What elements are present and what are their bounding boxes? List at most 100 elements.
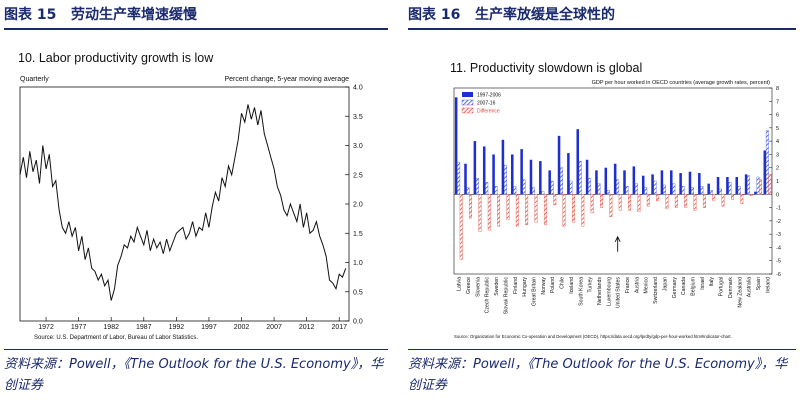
bar-difference: [749, 194, 753, 196]
bar-y-tick-label: 6: [776, 113, 779, 119]
bar-2007-16: [522, 179, 526, 195]
bar-1997-2006: [557, 135, 561, 195]
exhibit-15-source-rule: [4, 349, 388, 350]
line-x-tick-label: 1982: [103, 324, 119, 331]
bar-2007-16: [634, 183, 638, 195]
bar-category-label: Switzerland: [653, 277, 659, 304]
bar-difference: [618, 194, 622, 211]
bar-2007-16: [457, 162, 461, 195]
bar-2007-16: [569, 180, 573, 195]
oecd-productivity-chart: 11. Productivity slowdown is global GDP …: [450, 61, 781, 339]
bar-difference: [534, 194, 538, 223]
bar-chart-source: Source: Organization for Economic Co-ope…: [454, 334, 732, 339]
united-states-arrow-marker: [614, 235, 621, 252]
exhibit-15-rule: [4, 28, 388, 30]
bar-1997-2006: [641, 175, 645, 195]
bar-difference: [740, 194, 744, 204]
bar-category-label: Norway: [541, 277, 547, 295]
exhibit-16-title: 生产率放缓是全球性的: [474, 7, 615, 23]
bar-category-label: Slovenia: [475, 277, 481, 297]
bar-category-label: Poland: [550, 277, 556, 293]
bar-difference: [515, 194, 519, 227]
bar-1997-2006: [698, 173, 701, 195]
bar-difference: [684, 194, 688, 208]
bar-difference: [646, 194, 650, 207]
line-x-tick-label: 2012: [299, 324, 315, 331]
bar-1997-2006: [660, 170, 664, 195]
bar-y-tick-label: 7: [776, 99, 779, 105]
line-y-tick-label: 1.5: [353, 231, 363, 238]
bar-2007-16: [709, 190, 713, 195]
bar-2007-16: [691, 187, 694, 195]
bar-difference: [637, 194, 641, 212]
bar-y-tick-label: -2: [776, 219, 781, 225]
bar-y-tick-label: -1: [776, 206, 781, 212]
line-y-tick-label: 4.0: [353, 85, 363, 92]
bar-category-label: Greece: [466, 277, 472, 294]
bar-difference: [469, 194, 472, 219]
line-y-tick-label: 0.5: [353, 289, 363, 296]
bar-category-label: Ireland: [765, 277, 771, 293]
bar-category-label: Belgium: [691, 277, 697, 296]
bar-2007-16: [663, 184, 666, 195]
bar-y-tick-label: 5: [776, 126, 779, 132]
bar-2007-16: [550, 180, 554, 195]
bar-difference: [525, 194, 529, 226]
bar-y-tick-label: -5: [776, 259, 781, 265]
bar-1997-2006: [613, 163, 617, 195]
line-y-tick-label: 2.5: [353, 172, 363, 179]
bar-y-tick-label: 0: [776, 192, 779, 198]
bar-2007-16: [728, 182, 732, 195]
bar-1997-2006: [679, 173, 682, 195]
bar-2007-16: [747, 175, 751, 195]
line-y-tick-label: 3.5: [353, 114, 363, 121]
bar-1997-2006: [726, 177, 729, 195]
exhibit-15-source-note: 资料来源：Powell，《The Outlook for the U.S. Ec…: [4, 357, 384, 393]
bar-category-label: New Zealand: [737, 277, 743, 308]
bar-1997-2006: [670, 170, 673, 195]
bar-1997-2006: [632, 166, 636, 195]
bar-category-label: Mexico: [644, 277, 650, 294]
bar-2007-16: [681, 186, 685, 195]
bar-1997-2006: [585, 159, 589, 195]
line-x-tick-label: 1972: [38, 324, 54, 331]
bar-difference: [721, 194, 725, 207]
bar-difference: [590, 194, 594, 214]
exhibit-16-panel: 图表 16 生产率放缓是全球性的 11. Productivity slowdo…: [404, 0, 800, 407]
bar-1997-2006: [595, 170, 598, 195]
bar-category-label: Austria: [634, 277, 640, 293]
bar-2007-16: [756, 176, 760, 195]
bar-2007-16: [588, 178, 592, 195]
bar-2007-16: [700, 186, 704, 195]
exhibit-16-rule: [408, 28, 796, 30]
bar-2007-16: [475, 178, 479, 195]
exhibit-15-heading: 图表 15 劳动生产率增速缓慢: [4, 4, 197, 24]
labor-productivity-chart: 10. Labor productivity growth is low Qua…: [18, 51, 363, 341]
line-x-tick-label: 2017: [331, 324, 347, 331]
bar-category-label: Canada: [681, 277, 687, 295]
line-x-tick-label: 2007: [266, 324, 282, 331]
bar-2007-16: [578, 160, 582, 195]
line-x-tick-label: 1977: [71, 324, 87, 331]
bar-1997-2006: [520, 149, 523, 195]
bar-difference: [581, 194, 585, 227]
bar-category-label: Spain: [756, 277, 762, 290]
bar-1997-2006: [567, 153, 570, 195]
bar-difference: [674, 194, 678, 208]
line-x-tick-label: 2002: [234, 324, 250, 331]
line-chart-title: 10. Labor productivity growth is low: [18, 51, 214, 65]
bar-difference: [730, 194, 734, 200]
bar-2007-16: [513, 186, 517, 195]
bar-category-label: Japan: [662, 277, 668, 291]
line-chart-right-note: Percent change, 5-year moving average: [224, 76, 349, 83]
bar-2007-16: [606, 190, 610, 195]
bar-2007-16: [560, 167, 564, 195]
bar-category-label: Iceland: [569, 277, 575, 294]
bar-1997-2006: [754, 191, 757, 195]
bar-1997-2006: [511, 154, 514, 195]
bar-difference: [543, 194, 547, 226]
bar-category-label: Portugal: [719, 277, 725, 296]
bar-category-label: Denmark: [728, 277, 734, 298]
bar-category-label: Slovak Republic: [503, 277, 509, 315]
bar-category-label: United States: [616, 277, 622, 309]
